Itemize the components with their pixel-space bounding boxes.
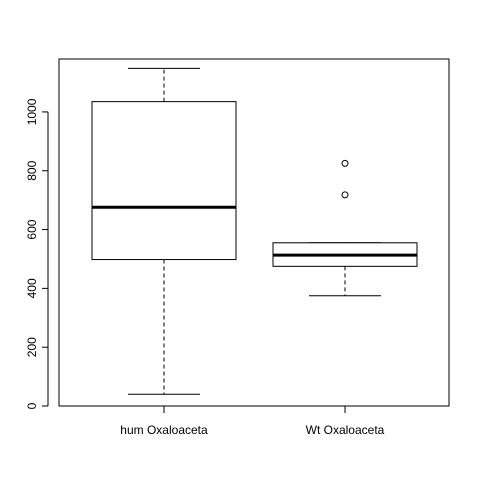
y-axis: 0 200 400 600 800 1000 <box>25 98 49 409</box>
x-axis: hum Oxaloaceta Wt Oxaloaceta <box>120 405 385 437</box>
x-tick-label: hum Oxaloaceta <box>120 423 208 437</box>
y-tick-label: 1000 <box>25 98 39 125</box>
y-tick-label: 0 <box>25 402 39 409</box>
iqr-box <box>91 101 237 261</box>
y-tick-label: 200 <box>25 337 39 357</box>
box-1 <box>91 67 237 395</box>
x-tick-label: Wt Oxaloaceta <box>306 423 385 437</box>
box-2 <box>272 159 418 297</box>
y-tick-label: 600 <box>25 219 39 239</box>
y-tick-label: 800 <box>25 160 39 180</box>
outlier-point <box>341 159 349 167</box>
boxes-group <box>91 67 418 395</box>
y-tick-label: 400 <box>25 278 39 298</box>
outlier-point <box>341 191 349 199</box>
